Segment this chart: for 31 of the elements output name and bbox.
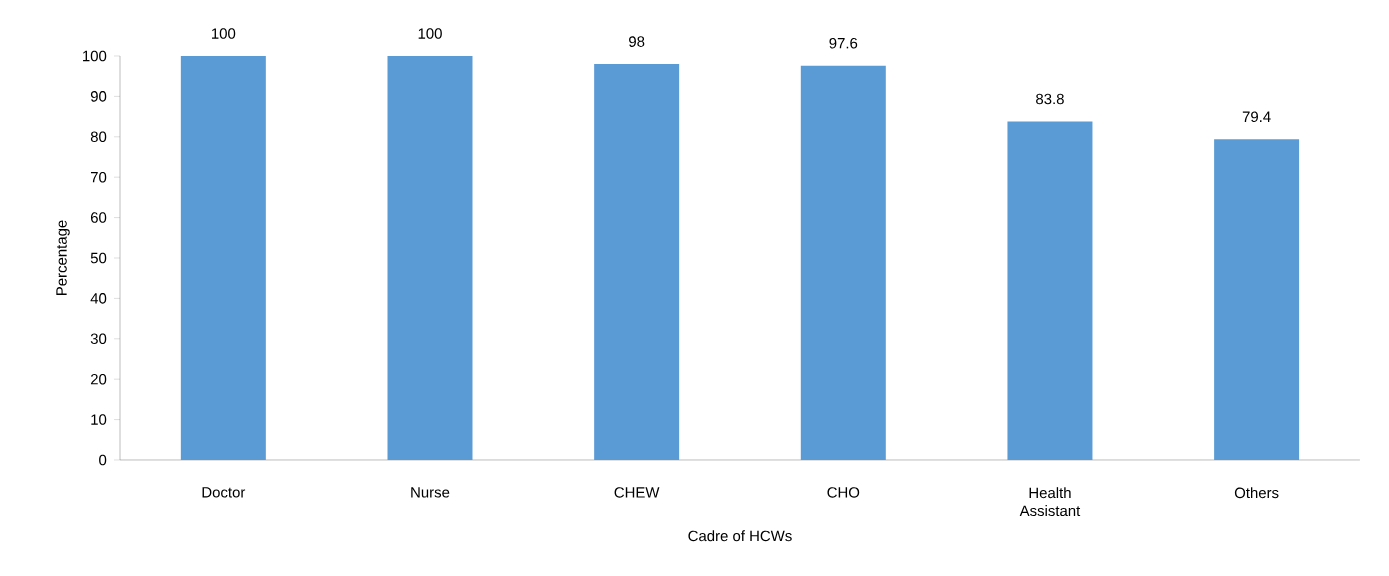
data-label: 100 <box>418 28 442 39</box>
data-label: 79.4 <box>1242 111 1271 123</box>
y-tick-label: 90 <box>90 91 107 102</box>
y-axis-title: Percentage <box>56 220 70 295</box>
data-label: 98 <box>629 36 645 47</box>
y-tick-label: 10 <box>91 414 107 425</box>
y-tick-label: 40 <box>90 293 107 304</box>
data-label: 83.8 <box>1036 93 1064 105</box>
bar <box>800 65 886 460</box>
x-tick-label: CHO <box>827 487 860 498</box>
data-label: 97.6 <box>829 37 858 49</box>
y-tick-label: 0 <box>99 454 107 466</box>
y-tick-label: 80 <box>90 131 107 143</box>
y-tick-label: 60 <box>90 212 107 223</box>
x-axis-title: Cadre of HCWs <box>688 530 792 542</box>
x-tick-label: Health Assistant <box>1019 487 1081 517</box>
y-tick-label: 30 <box>90 333 107 345</box>
bar <box>594 64 680 460</box>
y-tick-label: 20 <box>90 373 107 385</box>
x-tick-label: CHEW <box>614 487 660 498</box>
bar <box>1007 121 1093 460</box>
bar <box>387 55 473 460</box>
data-label: 100 <box>212 28 236 39</box>
bar <box>1214 139 1300 460</box>
y-tick-label: 100 <box>83 50 107 62</box>
y-tick-label: 70 <box>90 171 107 183</box>
x-tick-label: Others <box>1234 487 1279 499</box>
bar <box>180 55 266 460</box>
x-tick-label: Nurse <box>411 487 450 498</box>
x-tick-label: Doctor <box>202 487 246 498</box>
y-tick-label: 50 <box>90 252 107 264</box>
